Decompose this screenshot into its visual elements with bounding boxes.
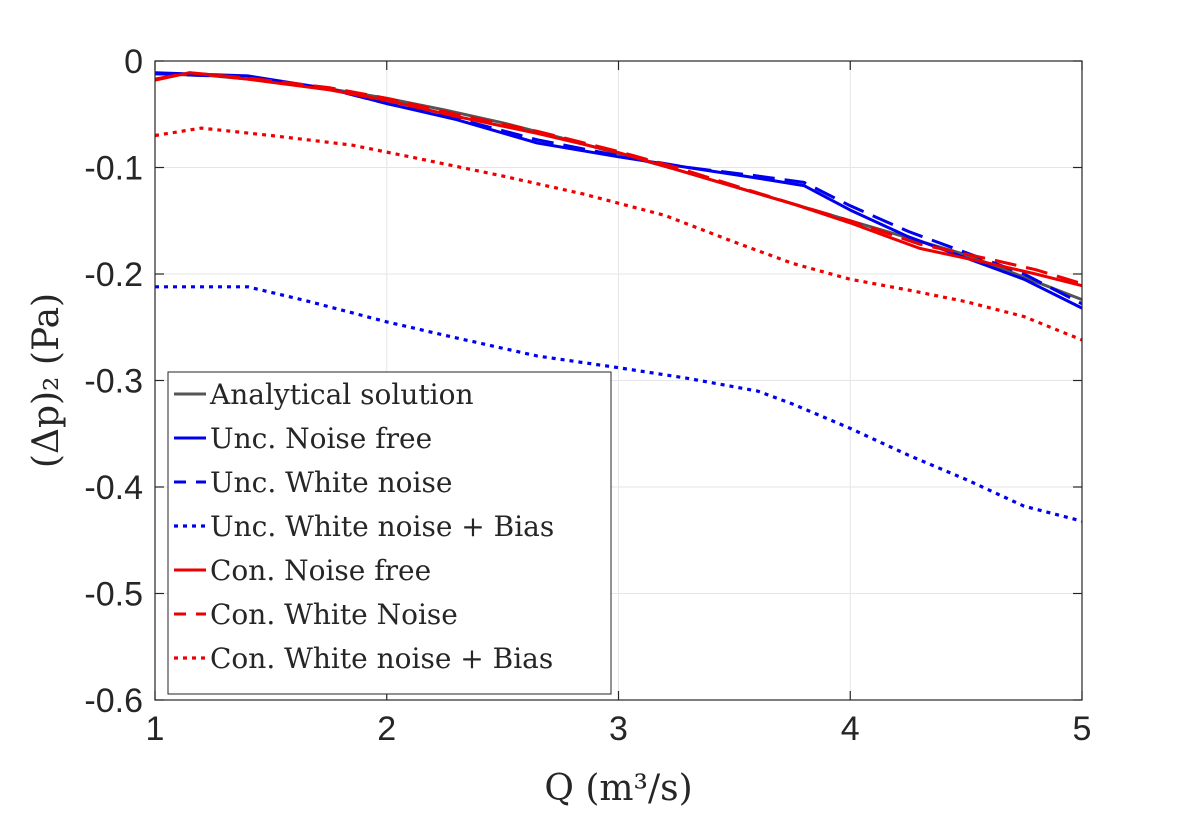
y-tick-label: -0.1 (84, 150, 143, 188)
legend-label-3: Unc. White noise (210, 466, 452, 499)
y-tick-label: 0 (124, 43, 143, 81)
legend: Analytical solution Unc. Noise free Unc. W… (167, 371, 612, 695)
x-tick-label: 2 (377, 710, 396, 748)
legend-box (167, 371, 612, 695)
y-axis-label: (Δp)₂ (Pa) (26, 293, 67, 468)
x-axis-label: Q (m³/s) (544, 768, 692, 809)
x-tick-label: 5 (1073, 710, 1092, 748)
x-tick-label: 1 (146, 710, 165, 748)
y-tick-label: -0.5 (84, 576, 143, 614)
legend-label-7: Con. White noise + Bias (210, 642, 553, 675)
legend-label-4: Unc. White noise + Bias (210, 510, 554, 543)
x-tick-label: 4 (841, 710, 860, 748)
series-line-5 (154, 71, 1083, 288)
series-line-7 (154, 126, 1083, 342)
legend-label-1: Analytical solution (209, 378, 473, 411)
x-tick-label: 3 (609, 710, 628, 748)
y-tick-label: -0.2 (84, 256, 143, 294)
series-line-4 (155, 285, 1083, 523)
tick-labels: 1 2 3 4 5 0 -0.1 -0.2 -0.3 -0.4 -0.5 -0.6 (84, 43, 1091, 748)
axis-ticks (154, 60, 1083, 701)
legend-label-5: Con. Noise free (210, 554, 431, 587)
legend-label-6: Con. White Noise (210, 598, 458, 631)
y-tick-label: -0.6 (84, 682, 143, 720)
y-tick-label: -0.4 (84, 469, 143, 507)
series-line-6 (154, 71, 1083, 286)
legend-label-2: Unc. Noise free (210, 422, 432, 455)
series-layer (154, 71, 1083, 523)
y-tick-label: -0.3 (84, 363, 143, 401)
